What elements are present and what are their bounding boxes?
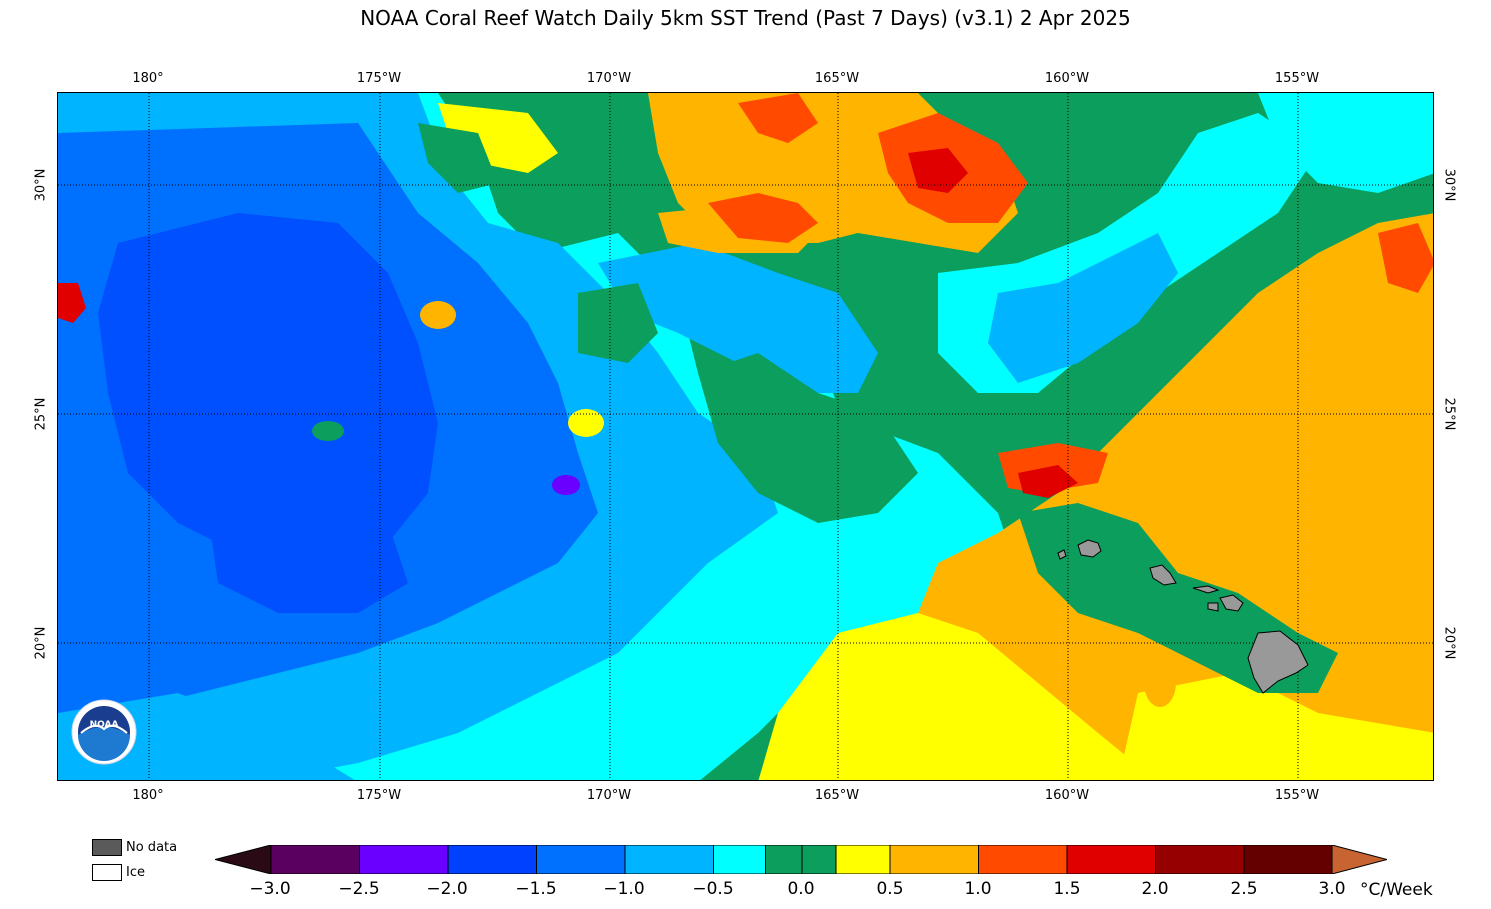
- field-green-patch-3: [418, 123, 498, 193]
- lon-label-bottom-170w: 170°W: [586, 788, 632, 803]
- island-maui: [1219, 594, 1244, 612]
- field-yellow-south: [758, 613, 1156, 780]
- lon-label-bottom-155w: 155°W: [1274, 788, 1320, 803]
- graticule: [58, 93, 1433, 780]
- island-niihau: [1057, 549, 1067, 560]
- island-hawaii: [1247, 630, 1309, 694]
- colorbar-segment-6: [713, 845, 766, 874]
- field-red-west-edge: [58, 283, 86, 323]
- map-title: NOAA Coral Reef Watch Daily 5km SST Tren…: [360, 6, 1131, 30]
- field-deepblue-core: [98, 213, 438, 563]
- lat-label-30n: 30°N: [33, 168, 49, 202]
- color-scale-bar: [215, 845, 1387, 874]
- field-orange-spot-2: [1144, 659, 1176, 707]
- field-deepblue-south: [208, 493, 408, 613]
- lon-label-160w: 160°W: [1044, 71, 1090, 86]
- colorbar-segment-10: [889, 845, 979, 874]
- field-green-patch-1: [578, 283, 658, 363]
- colorbar-tick-1.5: 1.5: [1053, 879, 1081, 899]
- colorbar-segment-11: [978, 845, 1068, 874]
- colorbar-tick-m2.5: −2.5: [338, 879, 380, 899]
- colorbar-segment-2: [359, 845, 449, 874]
- field-redorange-ne: [1378, 223, 1433, 293]
- lon-label-175w: 175°W: [356, 71, 402, 86]
- colorbar-tick-m1.5: −1.5: [515, 879, 557, 899]
- lon-label-155w: 155°W: [1274, 71, 1320, 86]
- colorbar-low-arrow: [215, 845, 272, 874]
- ice-label: Ice: [126, 865, 145, 880]
- colorbar-tick-3.0: 3.0: [1318, 879, 1346, 899]
- field-green-patch-2: [698, 353, 918, 523]
- colorbar-segment-8: [801, 845, 837, 874]
- colorbar-segment-4: [536, 845, 626, 874]
- field-yellow-north: [438, 103, 558, 173]
- lon-label-165w: 165°W: [814, 71, 860, 86]
- colorbar-segment-12: [1066, 845, 1156, 874]
- lon-label-170w: 170°W: [586, 71, 632, 86]
- field-orange-spot-3: [1344, 673, 1372, 713]
- colorbar-tick-m1.0: −1.0: [603, 879, 645, 899]
- island-molokai: [1192, 585, 1220, 594]
- field-purple-spot: [552, 475, 580, 495]
- field-redorange-north-2: [708, 193, 818, 243]
- no-data-swatch: [92, 839, 122, 856]
- field-sky-center: [598, 243, 878, 393]
- field-sky-ne: [988, 233, 1178, 383]
- colorbar-tick-0.5: 0.5: [876, 879, 904, 899]
- colorbar-tick-2.0: 2.0: [1141, 879, 1169, 899]
- colorbar-tick-m0.5: −0.5: [692, 879, 734, 899]
- colorbar-tick-1.0: 1.0: [964, 879, 992, 899]
- lat-label-25n: 25°N: [33, 397, 49, 431]
- noaa-logo-text: NOAA: [90, 720, 119, 730]
- lat-label-right-30n: 30°N: [1441, 168, 1457, 202]
- hawaiian-islands: [1057, 539, 1309, 694]
- field-red-north: [908, 148, 968, 193]
- colorbar-segment-9: [835, 845, 891, 874]
- lon-label-bottom-175w: 175°W: [356, 788, 402, 803]
- colorbar-segment-1: [270, 845, 360, 874]
- field-red-east: [1018, 465, 1078, 498]
- island-oahu: [1149, 564, 1177, 586]
- colorbar-high-arrow: [1331, 845, 1387, 874]
- field-orange-spot-1: [420, 301, 456, 329]
- lat-label-right-25n: 25°N: [1441, 397, 1457, 431]
- field-green-spot-1: [312, 421, 344, 441]
- island-lanai: [1207, 602, 1219, 612]
- sst-field: [58, 93, 1433, 780]
- field-yellow-se: [1118, 673, 1433, 780]
- colorbar-tick-m2.0: −2.0: [426, 879, 468, 899]
- lat-label-20n: 20°N: [33, 626, 49, 660]
- no-data-label: No data: [126, 840, 178, 855]
- field-cyan-far-ne: [1258, 93, 1433, 193]
- colorbar-tick-2.5: 2.5: [1230, 879, 1258, 899]
- colorbar-segment-7: [765, 845, 803, 874]
- colorbar-unit: °C/Week: [1360, 880, 1433, 900]
- lon-label-180: 180°: [132, 71, 164, 86]
- colorbar-tick-0.0: 0.0: [787, 879, 815, 899]
- colorbar-segment-14: [1243, 845, 1333, 874]
- colorbar-tick-m3.0: −3.0: [249, 879, 291, 899]
- colorbar-segment-3: [447, 845, 537, 874]
- lat-label-right-20n: 20°N: [1441, 626, 1457, 660]
- field-redorange-north-3: [738, 93, 818, 143]
- colorbar-segment-5: [624, 845, 714, 874]
- island-kauai: [1077, 539, 1102, 558]
- lon-label-bottom-180: 180°: [132, 788, 164, 803]
- noaa-logo: NOAA: [71, 699, 137, 765]
- ice-swatch: [92, 864, 122, 881]
- lon-label-bottom-160w: 160°W: [1044, 788, 1090, 803]
- colorbar-segment-13: [1155, 845, 1245, 874]
- field-sky-sw: [58, 693, 355, 780]
- field-yellow-spot-1: [568, 409, 604, 437]
- sst-trend-map: [57, 92, 1434, 781]
- lon-label-bottom-165w: 165°W: [814, 788, 860, 803]
